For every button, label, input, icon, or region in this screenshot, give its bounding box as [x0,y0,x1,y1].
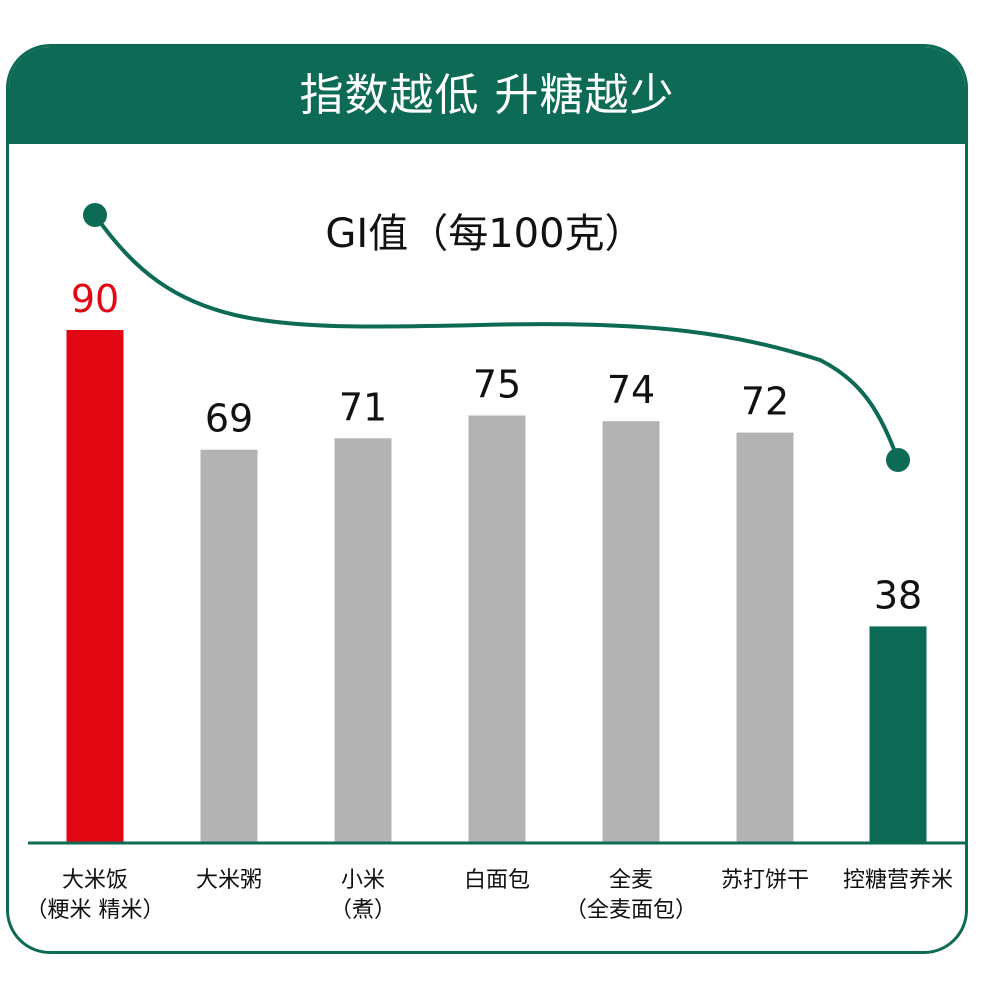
category-label-5-line-2: （全麦面包） [565,898,697,923]
category-label-4-line-1: 白面包 [464,868,530,893]
value-label-5: 74 [607,368,655,412]
category-label-1-line-1: 大米饭 [62,868,128,893]
bar-3 [334,438,392,843]
value-labels-group: 90 69 71 75 74 72 38 [71,277,922,617]
value-label-4: 75 [473,363,521,407]
value-label-2: 69 [205,397,253,441]
chart-title: GI值（每100克） [325,211,644,257]
value-label-7: 38 [874,573,922,617]
category-label-7-line-1: 控糖营养米 [843,868,953,893]
bar-2 [200,449,258,843]
value-label-3: 71 [339,385,387,429]
bars-group [66,330,927,843]
category-label-2-line-1: 大米粥 [196,868,262,893]
trend-start-dot [83,203,107,227]
trend-curve [93,213,900,461]
bar-6 [736,432,794,843]
bar-1 [66,330,124,843]
category-label-1-line-2: （粳米 精米） [26,898,165,923]
trend-end-dot [886,448,910,472]
value-label-1: 90 [71,277,119,321]
bar-5 [602,421,660,843]
bar-4 [468,415,526,843]
category-label-3-line-2: （煮） [330,898,396,923]
bar-7 [869,626,927,843]
header-banner: 指数越低 升糖越少 [9,47,965,144]
category-label-5-line-1: 全麦 [609,868,653,893]
value-label-6: 72 [741,380,789,424]
category-labels-group: 大米饭 （粳米 精米） 大米粥 小米 （煮） 白面包 全麦 （全麦面包） 苏打饼干 控糖营养米 [26,868,954,923]
header-title: 指数越低 升糖越少 [299,70,675,121]
category-label-3-line-1: 小米 [341,868,385,893]
category-label-6-line-1: 苏打饼干 [721,868,809,893]
